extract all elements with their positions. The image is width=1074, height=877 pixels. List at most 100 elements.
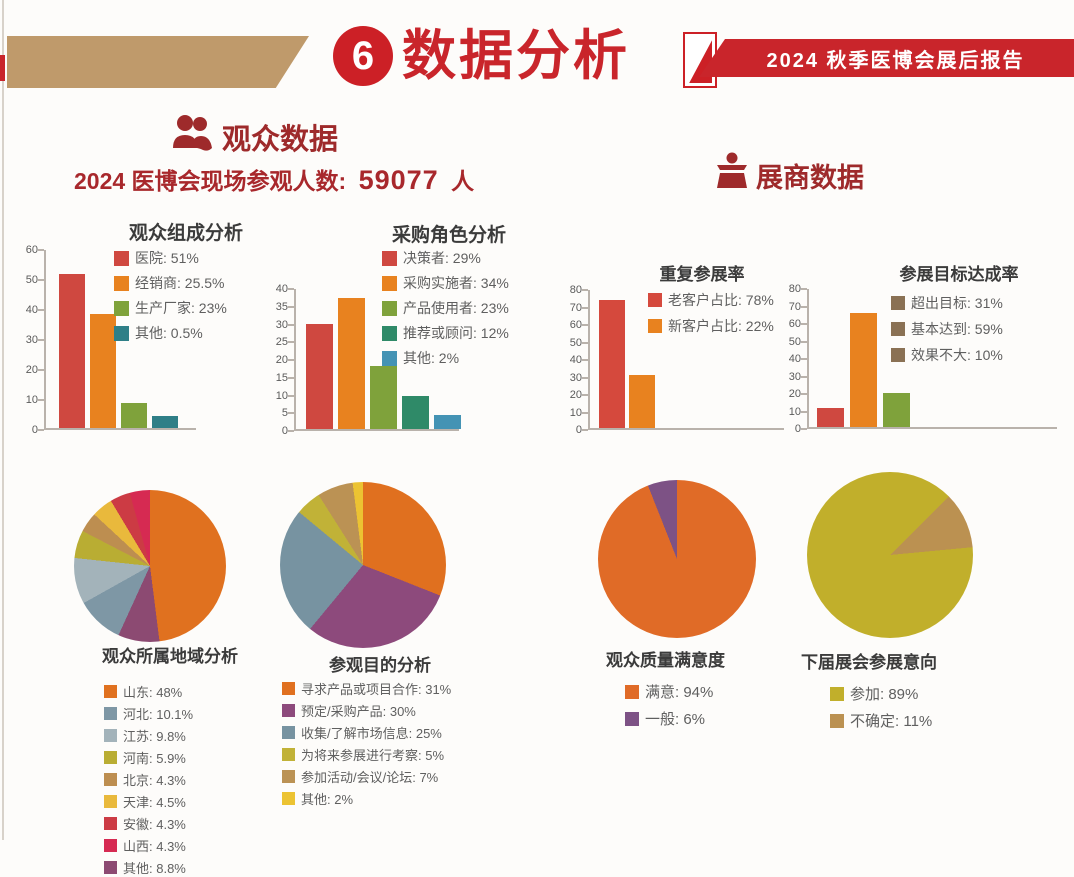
chart-title: 观众所属地域分析 [102,647,238,666]
legend-item: 满意: 94% [625,681,713,702]
y-axis-tick-label: 30 [25,334,38,346]
y-axis-tick-label: 20 [275,354,288,366]
y-axis-tick-mark [801,410,807,413]
legend-swatch [382,325,397,341]
y-axis-tick-mark [801,358,807,360]
bar-产品使用者 [370,366,397,429]
y-axis-tick-label: 50 [569,336,582,349]
legend-item: 为将来参展进行考察: 5% [282,745,451,764]
section-number-badge: 6 [333,26,393,86]
legend-label: 收集/了解市场信息: 25% [301,726,442,741]
bar-chart-repeat-exhibit-rate: 重复参展率 0 10 20 30 40 50 60 70 80 老客户占比: 78% 新客户占比:… [560,258,822,440]
y-axis-tick-mark [38,339,44,341]
chart-title: 观众质量满意度 [606,651,725,670]
y-axis-tick-label: 60 [788,318,801,330]
legend-swatch [830,686,844,701]
y-axis-tick-mark [288,288,294,290]
chart-legend: 参加: 89% 不确定: 11% [830,683,932,731]
y-axis-tick-mark [582,324,588,326]
pie-chart-region: 观众所属地域分析 山东: 48% 河北: 10.1% 江苏: 9.8% 河南: 5.9… [58,478,288,876]
legend-item: 老客户占比: 78% [648,290,774,310]
legend-label: 山东: 48% [123,685,183,700]
legend-label: 其他: 2% [403,350,460,366]
legend-item: 超出目标: 31% [891,293,1003,313]
y-axis-tick-label: 0 [31,424,38,436]
y-axis-tick-label: 70 [569,301,582,314]
y-axis-tick-mark [38,369,44,371]
legend-item: 经销商: 25.5% [114,273,227,293]
y-axis-tick-label: 30 [275,318,288,331]
legend-item: 寻求产品或项目合作: 31% [282,679,451,698]
legend-item: 其他: 8.8% [104,858,193,877]
legend-item: 生产厂家: 23% [114,298,227,318]
y-axis-tick-label: 30 [569,371,582,384]
y-axis-tick-label: 40 [788,353,801,365]
legend-label: 北京: 4.3% [123,773,186,788]
legend-item: 山东: 48% [104,682,193,701]
y-axis-tick-mark [582,429,588,431]
header-tan-banner [7,36,309,88]
y-axis-tick-mark [288,394,294,397]
bar-决策者 [306,324,333,429]
y-axis-tick-mark [582,306,588,309]
legend-label: 其他: 8.8% [123,861,186,876]
legend-item: 山西: 4.3% [104,836,193,855]
y-axis-tick-label: 25 [275,336,288,349]
legend-swatch [282,792,295,805]
y-axis-tick-mark [582,359,588,361]
legend-swatch [104,707,117,720]
bar-效果不大 [883,392,910,427]
chart-title: 重复参展率 [659,265,745,284]
bar-经销商 [90,313,116,428]
y-axis-tick-mark [288,412,294,415]
page-title: 数据分析 [402,26,630,86]
legend-swatch [104,817,117,830]
legend-swatch [282,748,295,761]
chart-legend: 决策者: 29% 采购实施者: 34% 产品使用者: 23% 推荐或顾问: 12% 其他… [382,248,509,368]
y-axis-tick-mark [582,376,588,379]
legend-swatch [114,300,129,316]
y-axis-tick-mark [582,394,588,396]
y-axis-tick-label: 5 [281,407,288,420]
bar-chart-goal-achievement: 参展目标达成率 0 10 20 30 40 50 60 70 80 超出目标: 31% 基本达到:… [789,258,1074,440]
audience-section-title: 观众数据 [222,124,339,156]
chart-plot-area: 0 10 20 30 40 50 60 70 80 [570,284,784,436]
bar-基本达到 [850,313,877,427]
legend-swatch [104,685,117,698]
legend-swatch [282,770,295,783]
pie-circle [74,490,226,642]
legend-item: 收集/了解市场信息: 25% [282,723,451,742]
y-axis-tick-label: 60 [569,319,582,331]
legend-swatch [891,296,905,310]
y-axis-tick-mark [38,279,44,281]
y-axis-tick-mark [288,305,294,308]
legend-swatch [104,751,117,764]
y-axis-tick-label: 40 [569,354,582,366]
legend-item: 决策者: 29% [382,248,509,268]
pie-circle [807,472,973,638]
y-axis-tick-mark [582,341,588,344]
legend-item: 产品使用者: 23% [382,298,509,318]
audience-people-icon [173,115,212,151]
chart-legend: 老客户占比: 78% 新客户占比: 22% [648,290,774,336]
bar-超出目标 [817,408,844,427]
legend-label: 河北: 10.1% [123,707,194,722]
chart-legend: 满意: 94% 一般: 6% [625,681,713,729]
y-axis-tick-mark [288,341,294,344]
pie-chart-satisfaction: 观众质量满意度 满意: 94% 一般: 6% [588,468,813,753]
legend-swatch [104,839,117,852]
y-axis-tick-label: 15 [275,371,288,384]
report-ribbon-label: 2024 秋季医博会展后报告 [766,49,1025,72]
legend-label: 参加: 89% [850,686,919,703]
pie-chart-visit-purpose: 参观目的分析 寻求产品或项目合作: 31% 预定/采购产品: 30% 收集/了解市场… [268,474,503,819]
chart-title: 参观目的分析 [329,656,431,675]
legend-label: 其他: 0.5% [135,325,203,341]
bar-新客户占比 [629,374,655,428]
legend-swatch [104,861,117,874]
y-axis-tick-label: 0 [575,424,582,436]
legend-label: 医院: 51% [135,250,199,266]
y-axis-tick-mark [801,323,807,325]
legend-swatch [382,350,397,366]
y-axis-tick-label: 20 [25,364,38,376]
legend-swatch [114,325,129,341]
